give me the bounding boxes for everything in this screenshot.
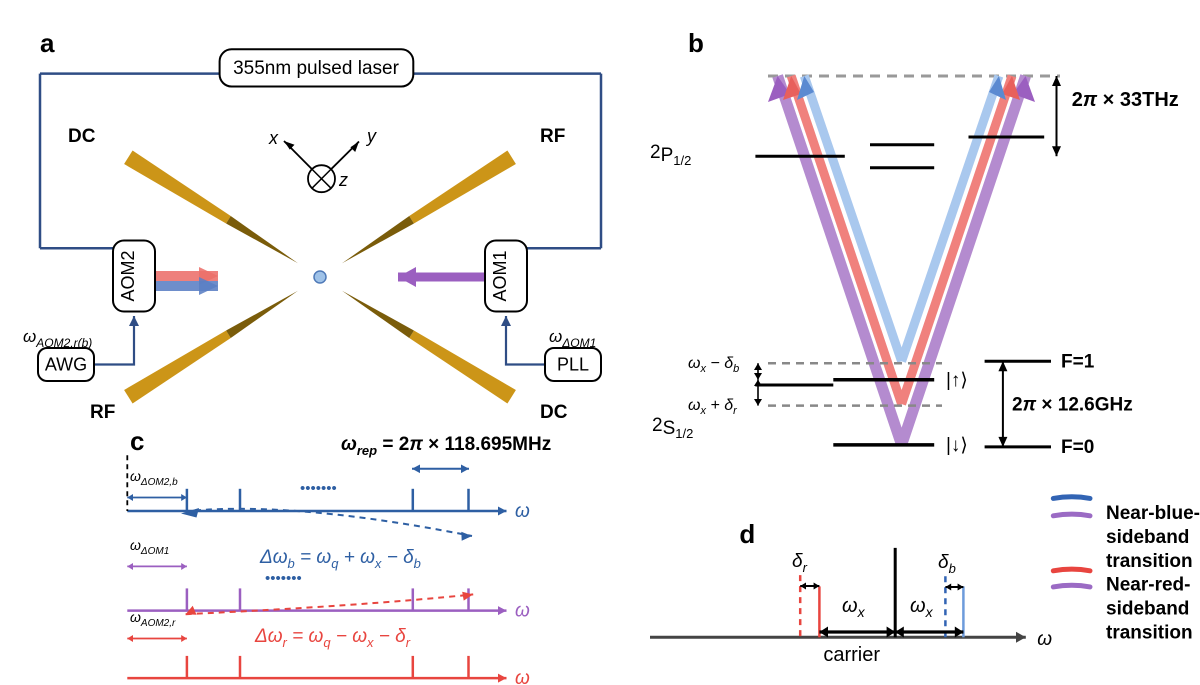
svg-text:AOM1: AOM1 [490, 250, 510, 301]
svg-text:ωΔOM2,b: ωΔOM2,b [130, 468, 178, 488]
svg-text:ω: ω [515, 601, 530, 622]
svg-text:Near-red-: Near-red- [1106, 575, 1190, 596]
svg-text:•••••••: ••••••• [300, 480, 337, 497]
svg-text:RF: RF [540, 126, 565, 147]
svg-text:ω: ω [515, 501, 530, 522]
svg-text:DC: DC [68, 126, 96, 147]
svg-text:ωAOM2,r(b): ωAOM2,r(b) [23, 327, 92, 350]
svg-text:ωx + δr: ωx + δr [688, 397, 738, 417]
svg-text:c: c [130, 426, 144, 456]
svg-text:Δωr = ωq − ωx − δr: Δωr = ωq − ωx − δr [254, 626, 411, 650]
svg-text:355nm pulsed laser: 355nm pulsed laser [233, 58, 399, 79]
svg-text:ωΔOM1: ωΔOM1 [130, 537, 169, 557]
svg-text:d: d [739, 519, 755, 549]
svg-text:y: y [365, 126, 377, 146]
svg-text:ω: ω [1037, 629, 1052, 650]
svg-text:2π × 33THz: 2π × 33THz [1072, 89, 1179, 111]
svg-text:AWG: AWG [45, 355, 87, 375]
svg-text:|↑⟩: |↑⟩ [946, 370, 968, 391]
svg-text:ω: ω [515, 668, 530, 685]
svg-text:Δωb = ωq + ωx − δb: Δωb = ωq + ωx − δb [259, 547, 421, 571]
svg-text:δb: δb [938, 552, 956, 576]
svg-text:sideband: sideband [1106, 599, 1189, 620]
svg-text:ωAOM2,r: ωAOM2,r [130, 609, 176, 629]
svg-text:Near-blue-: Near-blue- [1106, 503, 1200, 524]
svg-text:ωx − δb: ωx − δb [688, 355, 739, 375]
svg-text:F=1: F=1 [1061, 351, 1095, 372]
svg-text:sideband: sideband [1106, 527, 1189, 548]
svg-text:•••••••: ••••••• [265, 570, 302, 587]
svg-text:AOM2: AOM2 [118, 250, 138, 301]
svg-text:transition: transition [1106, 551, 1193, 572]
svg-text:2P1/2: 2P1/2 [650, 142, 691, 168]
svg-text:PLL: PLL [557, 355, 589, 375]
svg-text:transition: transition [1106, 623, 1193, 644]
svg-text:carrier: carrier [823, 644, 880, 666]
svg-text:ωx: ωx [842, 595, 866, 620]
svg-text:z: z [338, 170, 348, 190]
svg-text:δr: δr [792, 551, 808, 575]
svg-text:ωrep = 2π × 118.695MHz: ωrep = 2π × 118.695MHz [341, 434, 551, 458]
svg-text:ωx: ωx [910, 595, 934, 620]
svg-text:ωΔOM1: ωΔOM1 [549, 327, 596, 350]
svg-text:2π × 12.6GHz: 2π × 12.6GHz [1012, 395, 1133, 416]
svg-text:x: x [268, 128, 279, 148]
